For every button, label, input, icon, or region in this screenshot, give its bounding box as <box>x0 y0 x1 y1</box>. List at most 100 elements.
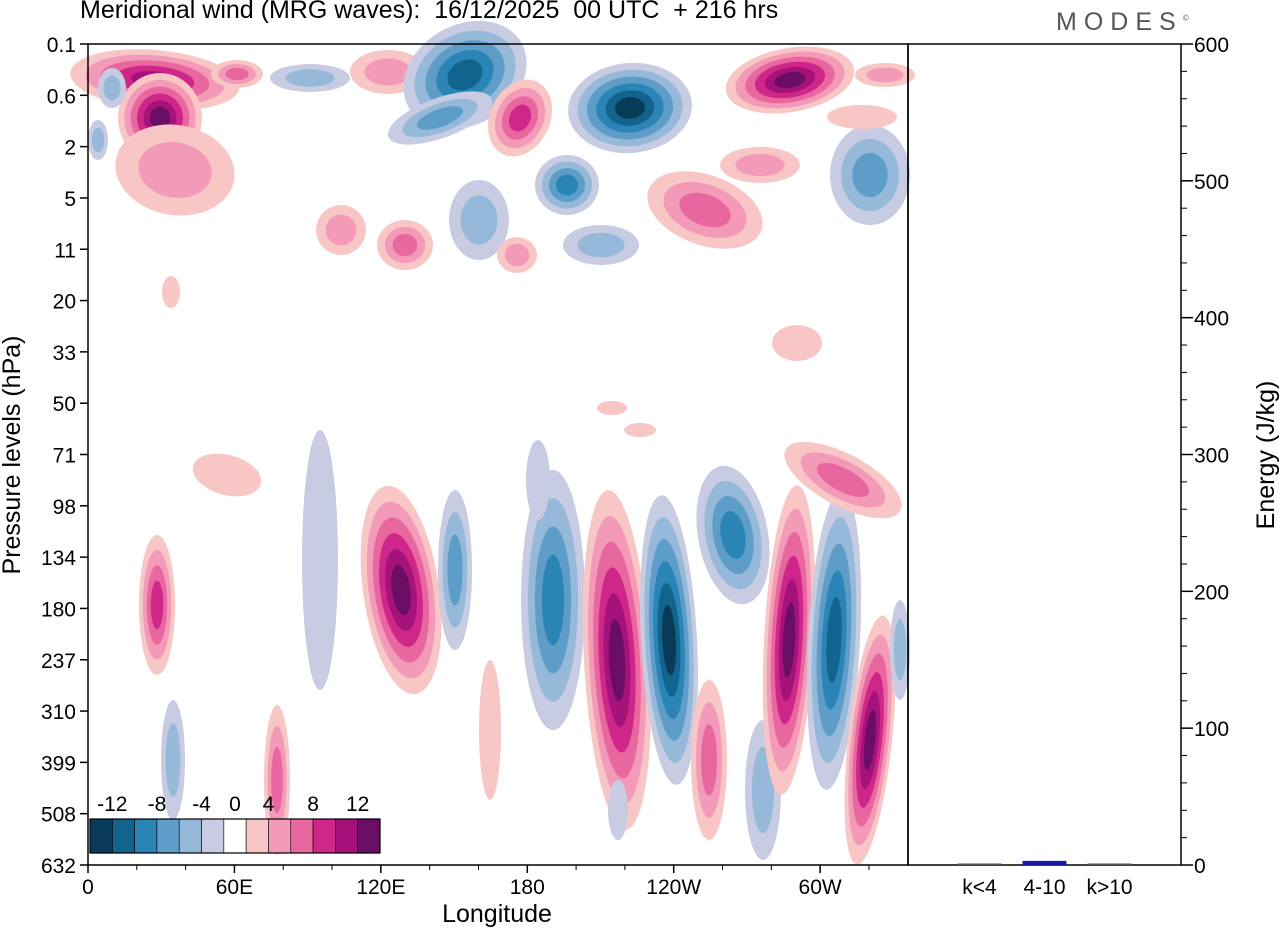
colorbar-swatch <box>134 818 158 854</box>
contour-band <box>701 724 717 796</box>
y-tick-label: 50 <box>53 393 76 416</box>
contour-band <box>165 723 181 797</box>
positive-wind-contour <box>139 535 175 675</box>
contour-band <box>679 192 731 228</box>
positive-wind-contour <box>360 485 442 695</box>
contour-band <box>149 107 171 129</box>
brand-mark: © <box>1182 13 1189 23</box>
positive-wind-contour <box>162 276 180 308</box>
contour-band <box>772 325 822 361</box>
y-tick-label: 11 <box>54 239 76 262</box>
energy-tick-label: 300 <box>1194 445 1229 468</box>
colorbar-swatch <box>357 818 381 854</box>
negative-wind-contour <box>387 91 493 145</box>
contour-band <box>150 580 164 630</box>
contour-band <box>460 195 498 245</box>
positive-wind-contour <box>647 171 763 249</box>
energy-panel: 0 100 200 300 400 500 600 k<4 4-10 k>10 <box>957 34 1229 899</box>
contour-band <box>392 233 418 257</box>
energy-bar <box>1022 860 1067 865</box>
y-tick-label: 98 <box>53 496 76 519</box>
positive-wind-contour <box>264 705 290 855</box>
positive-wind-contour <box>487 79 553 157</box>
x-axis-label: Longitude <box>442 900 552 928</box>
contour-band <box>816 463 870 497</box>
positive-wind-contour <box>691 680 727 840</box>
contour-band <box>608 780 628 840</box>
positive-wind-contour <box>855 63 915 87</box>
negative-wind-contour <box>302 430 338 690</box>
colorbar-swatch <box>335 818 358 854</box>
energy-category-label: 4-10 <box>1023 876 1065 899</box>
positive-wind-contour <box>725 46 855 114</box>
x-tick-label: 60W <box>799 876 842 899</box>
colorbar: -12 -8 -4 0 4 8 12 <box>89 793 381 854</box>
contour-band <box>103 75 121 101</box>
contour-field <box>70 20 915 865</box>
energy-panel-frame <box>907 43 1182 866</box>
negative-wind-contour <box>608 780 628 840</box>
energy-tick-label: 500 <box>1194 171 1229 194</box>
contour-band <box>541 554 565 646</box>
y-tick-label: 180 <box>41 598 76 621</box>
contour-band <box>391 564 411 616</box>
contour-band <box>447 59 483 91</box>
negative-wind-contour <box>98 68 126 108</box>
contour-band <box>91 127 105 153</box>
contour-band <box>661 604 677 676</box>
positive-wind-contour <box>844 615 896 865</box>
y-tick-label: 5 <box>64 188 76 211</box>
energy-category-label: k>10 <box>1086 876 1132 899</box>
contour-band <box>852 152 888 198</box>
contour-band <box>827 105 897 129</box>
colorbar-swatch <box>268 818 292 854</box>
positive-wind-contour <box>377 220 433 270</box>
contour-band <box>735 153 785 177</box>
colorbar-label: 4 <box>263 793 275 816</box>
y-tick-label: 0.1 <box>47 34 76 57</box>
contour-band <box>138 141 212 199</box>
colorbar-frame <box>89 818 381 854</box>
colorbar-swatch <box>201 818 225 854</box>
colorbar-swatch <box>112 818 135 854</box>
positive-wind-contour <box>784 441 902 519</box>
energy-tick-label: 100 <box>1194 718 1229 741</box>
colorbar-swatch <box>156 818 180 854</box>
pressure-axis: 0.1 0.6 2 5 11 20 33 50 71 98 134 180 237 310 399 508 63… <box>41 34 88 878</box>
positive-wind-contour <box>772 325 822 361</box>
negative-wind-contour <box>640 495 698 785</box>
colorbar-label: 8 <box>307 793 319 816</box>
contour-band <box>225 67 249 81</box>
colorbar-swatch <box>178 818 202 854</box>
positive-wind-contour <box>582 490 652 830</box>
contour-band <box>597 401 627 415</box>
energy-tick-label: 400 <box>1194 308 1229 331</box>
colorbar-label: 0 <box>229 793 241 816</box>
negative-wind-contour <box>438 490 472 650</box>
colorbar-label: -4 <box>192 793 211 816</box>
energy-category-label: k<4 <box>962 876 997 899</box>
positive-wind-contour <box>479 660 501 800</box>
energy-tick-label: 600 <box>1194 34 1229 57</box>
contour-band <box>192 453 262 497</box>
positive-wind-contour <box>624 423 656 437</box>
modes-logo: MODES© <box>1056 8 1189 37</box>
positive-wind-contour <box>762 485 816 795</box>
x-tick-label: 120E <box>356 876 405 899</box>
energy-tick-label: 0 <box>1194 855 1206 878</box>
negative-wind-contour <box>270 64 350 92</box>
contour-band <box>162 276 180 308</box>
contour-band <box>577 232 625 258</box>
chart-title: Meridional wind (MRG waves): 16/12/2025 … <box>80 0 779 24</box>
contour-band <box>285 69 335 87</box>
contour-band <box>508 104 532 132</box>
y-tick-label: 0.6 <box>47 85 76 108</box>
contour-band <box>447 534 463 606</box>
colorbar-label: -8 <box>148 793 167 816</box>
y-tick-label: 632 <box>41 855 76 878</box>
y-tick-label: 71 <box>53 445 76 468</box>
energy-bar <box>1087 863 1132 865</box>
negative-wind-contour <box>161 700 185 820</box>
y-tick-label: 134 <box>41 547 76 570</box>
